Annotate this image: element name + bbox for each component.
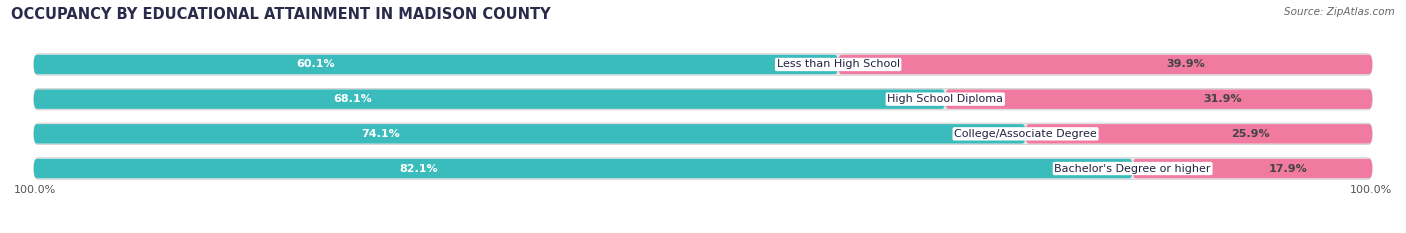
FancyBboxPatch shape bbox=[34, 159, 1133, 178]
Text: Bachelor's Degree or higher: Bachelor's Degree or higher bbox=[1054, 164, 1211, 174]
FancyBboxPatch shape bbox=[34, 54, 1372, 75]
FancyBboxPatch shape bbox=[1025, 124, 1372, 144]
Text: Less than High School: Less than High School bbox=[776, 59, 900, 69]
Text: Source: ZipAtlas.com: Source: ZipAtlas.com bbox=[1284, 7, 1395, 17]
Text: 100.0%: 100.0% bbox=[14, 185, 56, 195]
FancyBboxPatch shape bbox=[945, 89, 1372, 109]
FancyBboxPatch shape bbox=[34, 123, 1372, 145]
Text: 17.9%: 17.9% bbox=[1270, 164, 1308, 174]
Text: High School Diploma: High School Diploma bbox=[887, 94, 1004, 104]
Text: 68.1%: 68.1% bbox=[333, 94, 373, 104]
FancyBboxPatch shape bbox=[34, 55, 838, 74]
Text: College/Associate Degree: College/Associate Degree bbox=[955, 129, 1097, 139]
FancyBboxPatch shape bbox=[34, 124, 1025, 144]
Text: OCCUPANCY BY EDUCATIONAL ATTAINMENT IN MADISON COUNTY: OCCUPANCY BY EDUCATIONAL ATTAINMENT IN M… bbox=[11, 7, 551, 22]
Text: 39.9%: 39.9% bbox=[1166, 59, 1205, 69]
Text: 100.0%: 100.0% bbox=[1350, 185, 1392, 195]
Text: 25.9%: 25.9% bbox=[1232, 129, 1270, 139]
Text: 60.1%: 60.1% bbox=[297, 59, 335, 69]
FancyBboxPatch shape bbox=[1133, 159, 1372, 178]
Text: 31.9%: 31.9% bbox=[1204, 94, 1241, 104]
FancyBboxPatch shape bbox=[34, 88, 1372, 110]
Text: 74.1%: 74.1% bbox=[361, 129, 401, 139]
FancyBboxPatch shape bbox=[838, 55, 1372, 74]
Text: 82.1%: 82.1% bbox=[399, 164, 437, 174]
FancyBboxPatch shape bbox=[34, 158, 1372, 179]
FancyBboxPatch shape bbox=[34, 89, 945, 109]
